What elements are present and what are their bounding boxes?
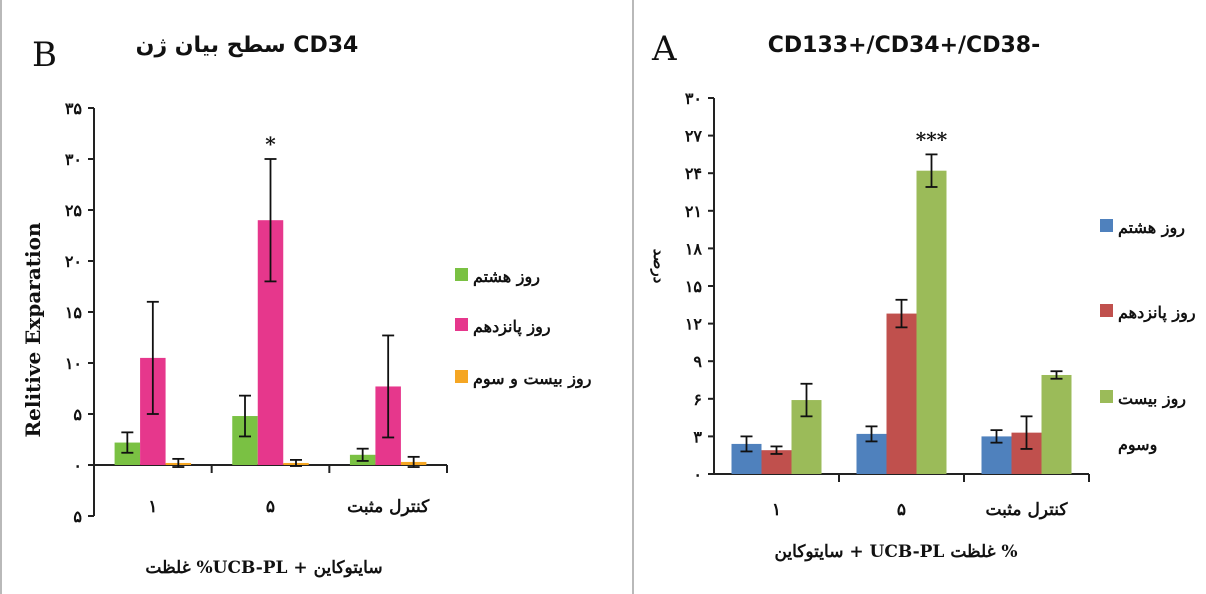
panel-letter-b: B — [32, 35, 57, 75]
a-y-tick-label: ۹ — [693, 352, 702, 371]
a-legend-swatch — [1100, 219, 1113, 232]
a-bar — [886, 313, 917, 474]
a-category-label: ۱ — [772, 500, 781, 520]
chart-b-svg: B سطح بیان ژن CD34 Relitive Exparation غ… — [21, 33, 592, 578]
chart-panel-b: B سطح بیان ژن CD34 Relitive Exparation غ… — [0, 0, 602, 594]
chart-b-xlabel: غلظت %UCB-PL + سایتوکاین — [145, 558, 382, 578]
a-y-tick-label: ۶ — [693, 390, 702, 409]
a-significance-marker: *** — [916, 127, 948, 151]
a-category-label: ۵ — [897, 500, 906, 520]
b-category-label: ۵ — [266, 497, 275, 517]
a-y-tick-label: ۰ — [693, 465, 702, 484]
a-y-tick-label: ۱۸ — [685, 239, 703, 258]
b-bar — [114, 442, 141, 465]
a-y-tick-label: ۳ — [693, 427, 702, 446]
chart-b-ylabel: Relitive Exparation — [21, 222, 45, 437]
b-category-label: ۱ — [148, 497, 157, 517]
chart-a-svg: A CD133+/CD34+/CD38- درصد سایتوکاین + UC… — [650, 29, 1196, 562]
a-legend-swatch — [1100, 390, 1113, 403]
a-legend-label: روز بیست — [1118, 389, 1186, 409]
b-y-tick-label: ۵ — [73, 507, 82, 526]
b-legend-swatch — [455, 370, 468, 383]
a-y-tick-label: ۱۲ — [685, 315, 703, 334]
chart-a-ylabel: درصد — [650, 249, 668, 284]
a-legend-label: روز پانزدهم — [1118, 303, 1196, 323]
b-significance-marker: * — [265, 132, 276, 156]
a-y-tick-label: ۳۰ — [685, 89, 702, 108]
a-y-tick-label: ۱۵ — [685, 277, 703, 296]
b-y-tick-label: ۵ — [73, 405, 82, 424]
a-bar — [1041, 374, 1072, 474]
b-legend-label: روز هشتم — [473, 267, 540, 287]
b-category-label: کنترل مثبت — [347, 497, 430, 517]
panel-letter-a: A — [651, 29, 677, 69]
chart-b-title: سطح بیان ژن CD34 — [136, 33, 359, 58]
a-y-tick-label: ۲۱ — [685, 202, 702, 221]
a-y-tick-label: ۲۴ — [685, 164, 702, 183]
a-bar — [916, 170, 947, 474]
b-y-tick-label: ۳۵ — [65, 99, 83, 118]
b-y-tick-label: ۲۵ — [65, 201, 83, 220]
chart-panel-a: A CD133+/CD34+/CD38- درصد سایتوکاین + UC… — [632, 0, 1206, 594]
b-legend-label: روز بیست و سوم — [473, 369, 592, 389]
b-y-tick-label: ۰ — [73, 456, 82, 475]
b-y-tick-label: ۱۵ — [65, 303, 83, 322]
b-y-tick-label: ۳۰ — [65, 150, 82, 169]
b-legend-swatch — [455, 318, 468, 331]
b-legend-swatch — [455, 268, 468, 281]
a-legend-label: وسوم — [1118, 435, 1157, 455]
a-bar — [761, 450, 792, 474]
b-legend-label: روز پانزدهم — [473, 317, 551, 337]
a-category-label: کنترل مثبت — [985, 500, 1068, 520]
a-y-tick-label: ۲۷ — [685, 127, 703, 146]
chart-a-title: CD133+/CD34+/CD38- — [768, 33, 1040, 58]
b-y-tick-label: ۱۰ — [65, 354, 82, 373]
chart-a-xlabel: سایتوکاین + UCB-PL غلظت % — [774, 542, 1017, 562]
a-legend-label: روز هشتم — [1118, 218, 1185, 238]
b-y-tick-label: ۲۰ — [65, 252, 82, 271]
a-legend-swatch — [1100, 304, 1113, 317]
